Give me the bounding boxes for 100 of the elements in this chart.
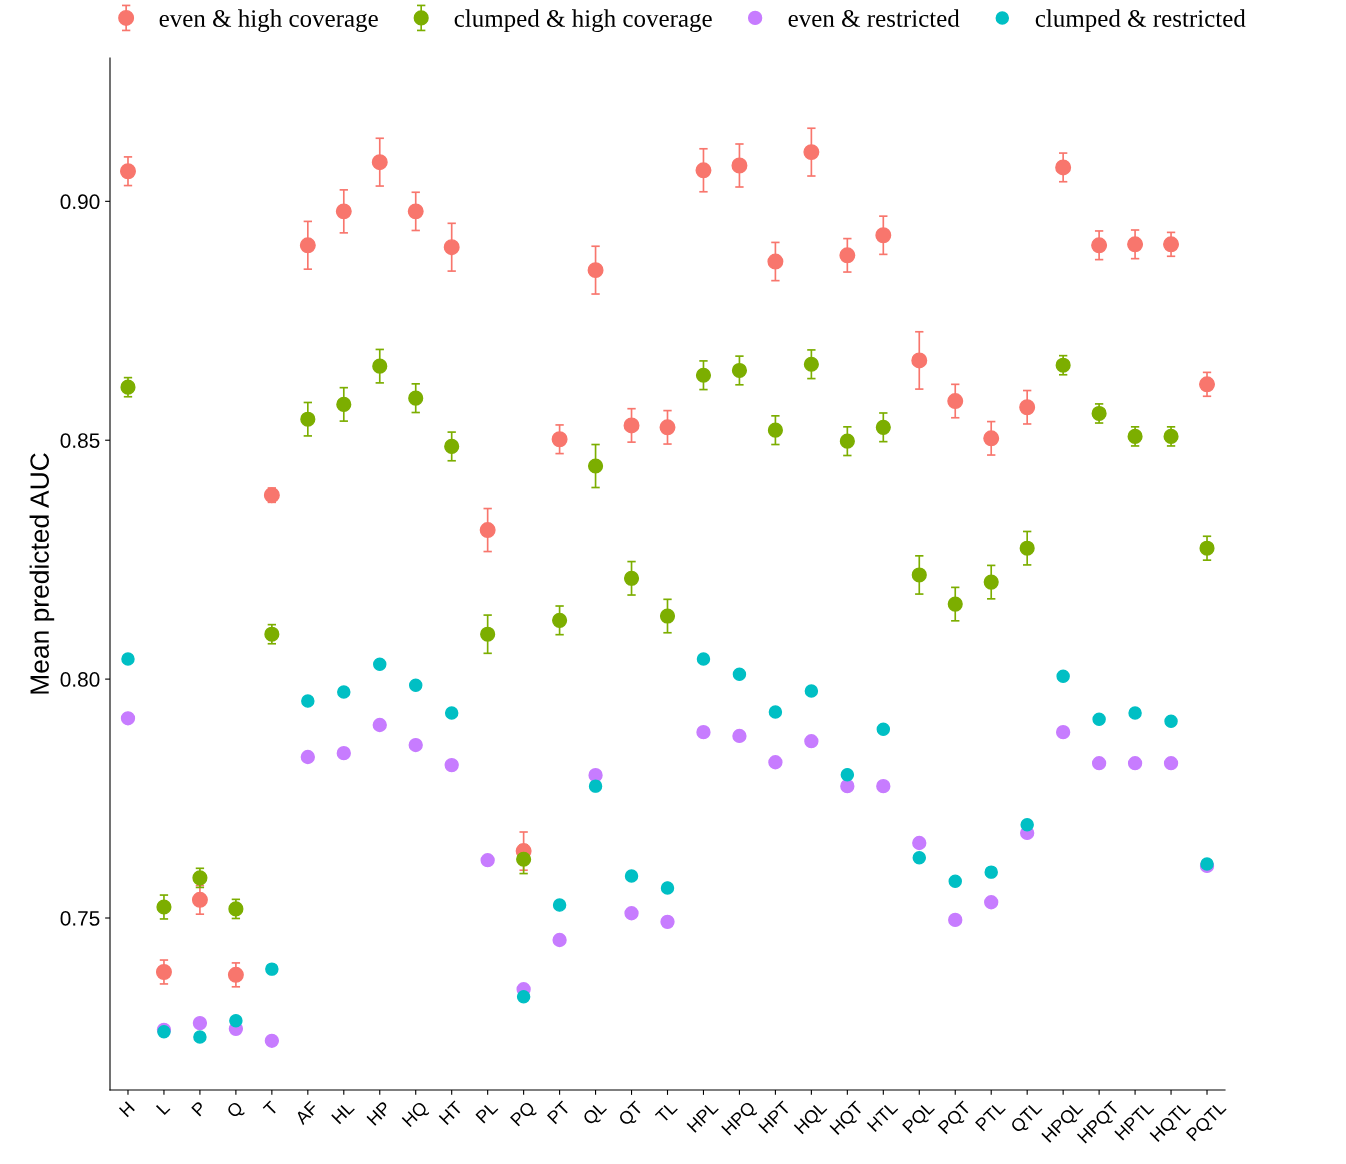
x-tick-label: P xyxy=(191,1100,207,1117)
point xyxy=(408,390,424,406)
point xyxy=(336,746,351,761)
point xyxy=(371,154,388,171)
point xyxy=(947,596,963,612)
x-tick-label: QL xyxy=(582,1100,610,1128)
point xyxy=(876,722,891,737)
point xyxy=(624,869,639,883)
x-tick-label: HT xyxy=(438,1100,464,1125)
point xyxy=(695,367,712,383)
point xyxy=(336,396,352,412)
point xyxy=(121,652,135,666)
point xyxy=(695,162,712,179)
point xyxy=(1020,818,1034,832)
y-axis-title: Mean predicted AUC xyxy=(29,453,55,694)
point xyxy=(444,438,460,455)
point xyxy=(337,685,351,699)
point xyxy=(299,237,316,254)
point xyxy=(912,851,927,865)
point xyxy=(948,912,963,928)
point xyxy=(1199,376,1216,393)
point xyxy=(443,239,460,256)
point xyxy=(480,626,496,642)
point xyxy=(804,684,819,698)
x-tick-label: PQL xyxy=(901,1100,938,1136)
point xyxy=(659,419,676,436)
point xyxy=(552,898,567,912)
x-tick-label: AF xyxy=(294,1100,319,1126)
point xyxy=(372,717,387,733)
point xyxy=(1164,714,1178,728)
point xyxy=(731,362,748,379)
point xyxy=(300,749,315,765)
point xyxy=(264,1033,280,1048)
point xyxy=(623,570,640,586)
point xyxy=(948,874,962,888)
point xyxy=(1019,399,1036,416)
point xyxy=(732,667,747,682)
point xyxy=(768,705,783,719)
x-tick-label: TL xyxy=(654,1100,678,1124)
point xyxy=(1163,756,1179,771)
x-tick-label: PT xyxy=(547,1100,571,1125)
point xyxy=(731,157,748,174)
x-tick-label: HQ xyxy=(401,1100,431,1130)
point xyxy=(587,262,604,279)
x-tick-label: Q xyxy=(225,1100,246,1121)
point xyxy=(983,574,999,590)
y-tick-label: 0.75 xyxy=(60,911,100,926)
point xyxy=(911,352,928,369)
point xyxy=(768,755,783,770)
x-tick-label: H xyxy=(118,1101,135,1118)
point xyxy=(840,767,855,782)
point xyxy=(480,853,495,868)
point xyxy=(155,964,172,980)
point xyxy=(407,203,424,220)
point xyxy=(588,767,603,783)
y-tick-label: 0.90 xyxy=(60,194,100,210)
point xyxy=(1091,237,1108,254)
point xyxy=(373,657,387,672)
point xyxy=(732,728,747,744)
point xyxy=(479,522,496,539)
point xyxy=(551,431,568,448)
point xyxy=(1091,756,1107,771)
point xyxy=(1163,236,1180,253)
point xyxy=(444,706,459,720)
point xyxy=(408,737,423,753)
point xyxy=(516,990,531,1004)
point xyxy=(767,253,784,270)
point xyxy=(803,144,820,161)
point xyxy=(119,163,136,180)
point xyxy=(876,778,891,794)
x-tick-label: T xyxy=(262,1100,279,1117)
point xyxy=(1199,540,1215,556)
legend-label: clumped & restricted xyxy=(1035,9,1246,32)
point xyxy=(983,430,1000,447)
point xyxy=(191,891,208,908)
point xyxy=(984,895,999,910)
point xyxy=(623,417,640,434)
legend-label: even & high coverage xyxy=(159,9,378,33)
point xyxy=(839,433,855,449)
x-tick-label: HPL xyxy=(686,1100,719,1133)
legend-label: even & restricted xyxy=(788,9,960,27)
x-tick-label: HL xyxy=(331,1100,355,1125)
x-tick-label: PTL xyxy=(975,1100,1006,1132)
point xyxy=(1128,706,1142,720)
point xyxy=(767,422,783,438)
point xyxy=(1055,724,1071,740)
point xyxy=(444,757,459,773)
x-tick-label: PL xyxy=(475,1100,499,1124)
x-tick-label: PQ xyxy=(509,1100,538,1129)
point xyxy=(372,358,388,374)
point xyxy=(1019,540,1035,556)
point xyxy=(984,865,998,879)
point xyxy=(587,458,604,474)
point xyxy=(660,914,675,929)
point xyxy=(516,851,532,867)
point xyxy=(1127,236,1144,253)
point xyxy=(696,724,711,740)
point xyxy=(552,612,568,628)
x-tick-label: QT xyxy=(617,1100,646,1129)
point xyxy=(660,881,675,895)
